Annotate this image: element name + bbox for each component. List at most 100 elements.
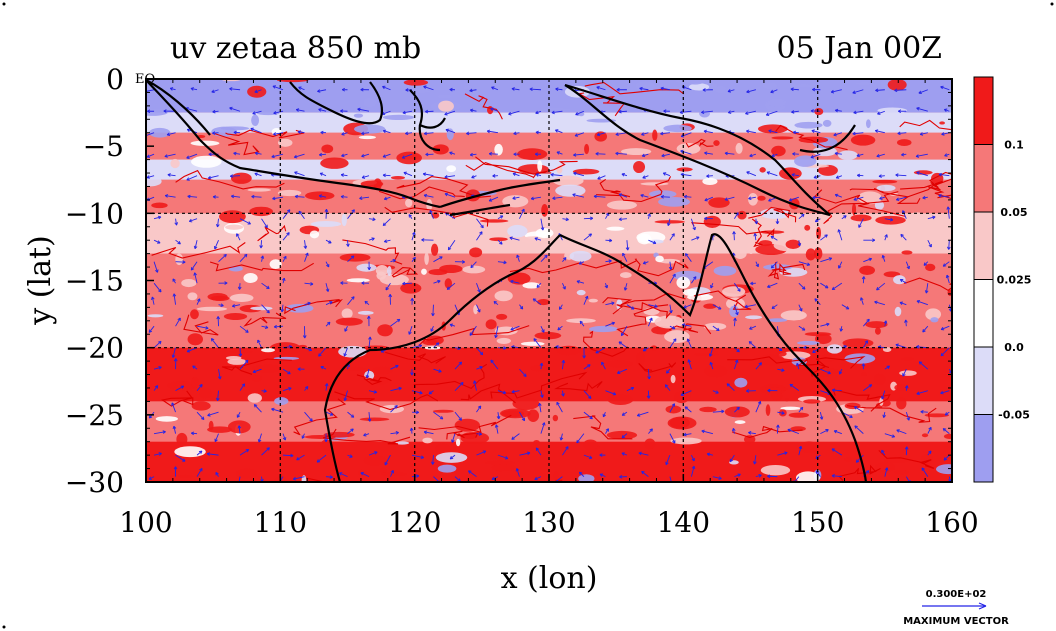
shading-blob bbox=[855, 81, 874, 86]
shading-blob bbox=[737, 210, 747, 220]
shading-blob bbox=[713, 265, 737, 276]
wind-vector bbox=[360, 87, 369, 92]
wind-vector bbox=[854, 406, 864, 413]
wind-vector bbox=[171, 402, 176, 413]
shading-blob bbox=[665, 405, 682, 414]
wind-vector bbox=[685, 253, 692, 262]
colorbar-level-label: -0.05 bbox=[998, 409, 1030, 422]
shading-blob bbox=[788, 412, 810, 418]
wind-vector bbox=[476, 218, 484, 229]
chart-title-right: 05 Jan 00Z bbox=[777, 31, 943, 66]
y-tick-label: −10 bbox=[65, 197, 124, 230]
shading-blob bbox=[658, 196, 690, 207]
shading-blob bbox=[320, 157, 349, 169]
wind-vector bbox=[341, 87, 348, 92]
wind-vector bbox=[430, 325, 434, 332]
shading-blob bbox=[724, 406, 750, 418]
wind-vector bbox=[669, 403, 675, 413]
wind-vector bbox=[755, 362, 762, 370]
shading-blob bbox=[380, 471, 408, 477]
shading-blob bbox=[207, 426, 233, 433]
wind-vector bbox=[831, 388, 842, 393]
wind-vector bbox=[669, 273, 676, 284]
shading-blob bbox=[335, 317, 363, 326]
wind-vector bbox=[454, 260, 466, 264]
shading-blob bbox=[747, 242, 755, 255]
shading-blob bbox=[496, 313, 508, 320]
shading-blob bbox=[765, 404, 771, 417]
shading-blob bbox=[872, 179, 898, 184]
wind-vector bbox=[834, 108, 842, 113]
wind-vector bbox=[193, 240, 198, 250]
corner-dot bbox=[2, 625, 6, 629]
shading-blob bbox=[460, 431, 490, 445]
wind-vector bbox=[512, 196, 520, 200]
wind-vector bbox=[798, 325, 806, 331]
shading-blob bbox=[432, 409, 454, 413]
wind-vector bbox=[153, 385, 159, 391]
shading-blob bbox=[187, 292, 198, 301]
wind-vector bbox=[819, 412, 824, 420]
wind-vector bbox=[433, 368, 442, 373]
wind-vector bbox=[724, 151, 735, 156]
shading-blob bbox=[804, 224, 811, 231]
wind-vector bbox=[163, 109, 176, 113]
shading-blob bbox=[469, 247, 483, 258]
shading-blob bbox=[439, 264, 463, 274]
wind-vector bbox=[273, 110, 284, 115]
shading-blob bbox=[874, 200, 885, 210]
wind-vector bbox=[562, 446, 569, 456]
wind-vector bbox=[190, 87, 198, 91]
shading-blob bbox=[607, 394, 634, 405]
wind-vector bbox=[368, 451, 378, 456]
wind-vector bbox=[303, 240, 308, 249]
shading-blob bbox=[921, 433, 929, 438]
contour-line bbox=[905, 171, 952, 199]
shading-blob bbox=[537, 160, 543, 172]
shading-blob bbox=[341, 213, 347, 227]
wind-vector bbox=[218, 281, 228, 285]
wind-vector bbox=[233, 151, 241, 156]
shading-blob bbox=[894, 306, 902, 317]
wind-vector bbox=[734, 473, 741, 478]
shading-blob bbox=[844, 353, 876, 364]
wind-vector bbox=[706, 452, 713, 457]
shading-blob bbox=[277, 189, 302, 197]
wind-vector bbox=[173, 358, 178, 370]
wind-vector bbox=[360, 472, 370, 478]
shading-blob bbox=[901, 250, 913, 255]
wind-vector bbox=[841, 215, 847, 220]
wind-vector bbox=[367, 412, 372, 422]
shading-blob bbox=[229, 293, 254, 302]
wind-vector bbox=[767, 474, 778, 479]
contour-line bbox=[584, 82, 685, 95]
wind-vector bbox=[153, 239, 161, 244]
wind-vector bbox=[254, 151, 262, 156]
wind-vector bbox=[367, 261, 372, 271]
y-axis-ticks: 0 −5 −10 −15 −20 −25 −30 bbox=[65, 63, 952, 499]
wind-vector bbox=[207, 411, 219, 417]
shading-blob bbox=[734, 420, 746, 424]
shading-blob bbox=[190, 309, 199, 320]
wind-vector bbox=[648, 239, 657, 245]
contour-line bbox=[293, 398, 347, 436]
contour-line bbox=[151, 242, 246, 259]
wind-vector bbox=[341, 132, 348, 136]
wind-vector bbox=[540, 325, 545, 333]
contour-line bbox=[573, 415, 633, 440]
wind-vector bbox=[282, 433, 287, 441]
shading-blob bbox=[654, 220, 685, 224]
wind-vector bbox=[660, 131, 670, 136]
shading-blob bbox=[339, 253, 371, 262]
wind-vector bbox=[364, 300, 370, 306]
shading-blob bbox=[670, 437, 702, 445]
shading-blob bbox=[584, 143, 590, 155]
wind-vector bbox=[534, 237, 542, 241]
wind-vector bbox=[921, 467, 929, 477]
wind-vector bbox=[669, 433, 676, 444]
wind-vector bbox=[712, 409, 725, 414]
shading-blob bbox=[155, 416, 178, 422]
wind-vector bbox=[513, 152, 520, 157]
shading-blob bbox=[799, 441, 819, 454]
